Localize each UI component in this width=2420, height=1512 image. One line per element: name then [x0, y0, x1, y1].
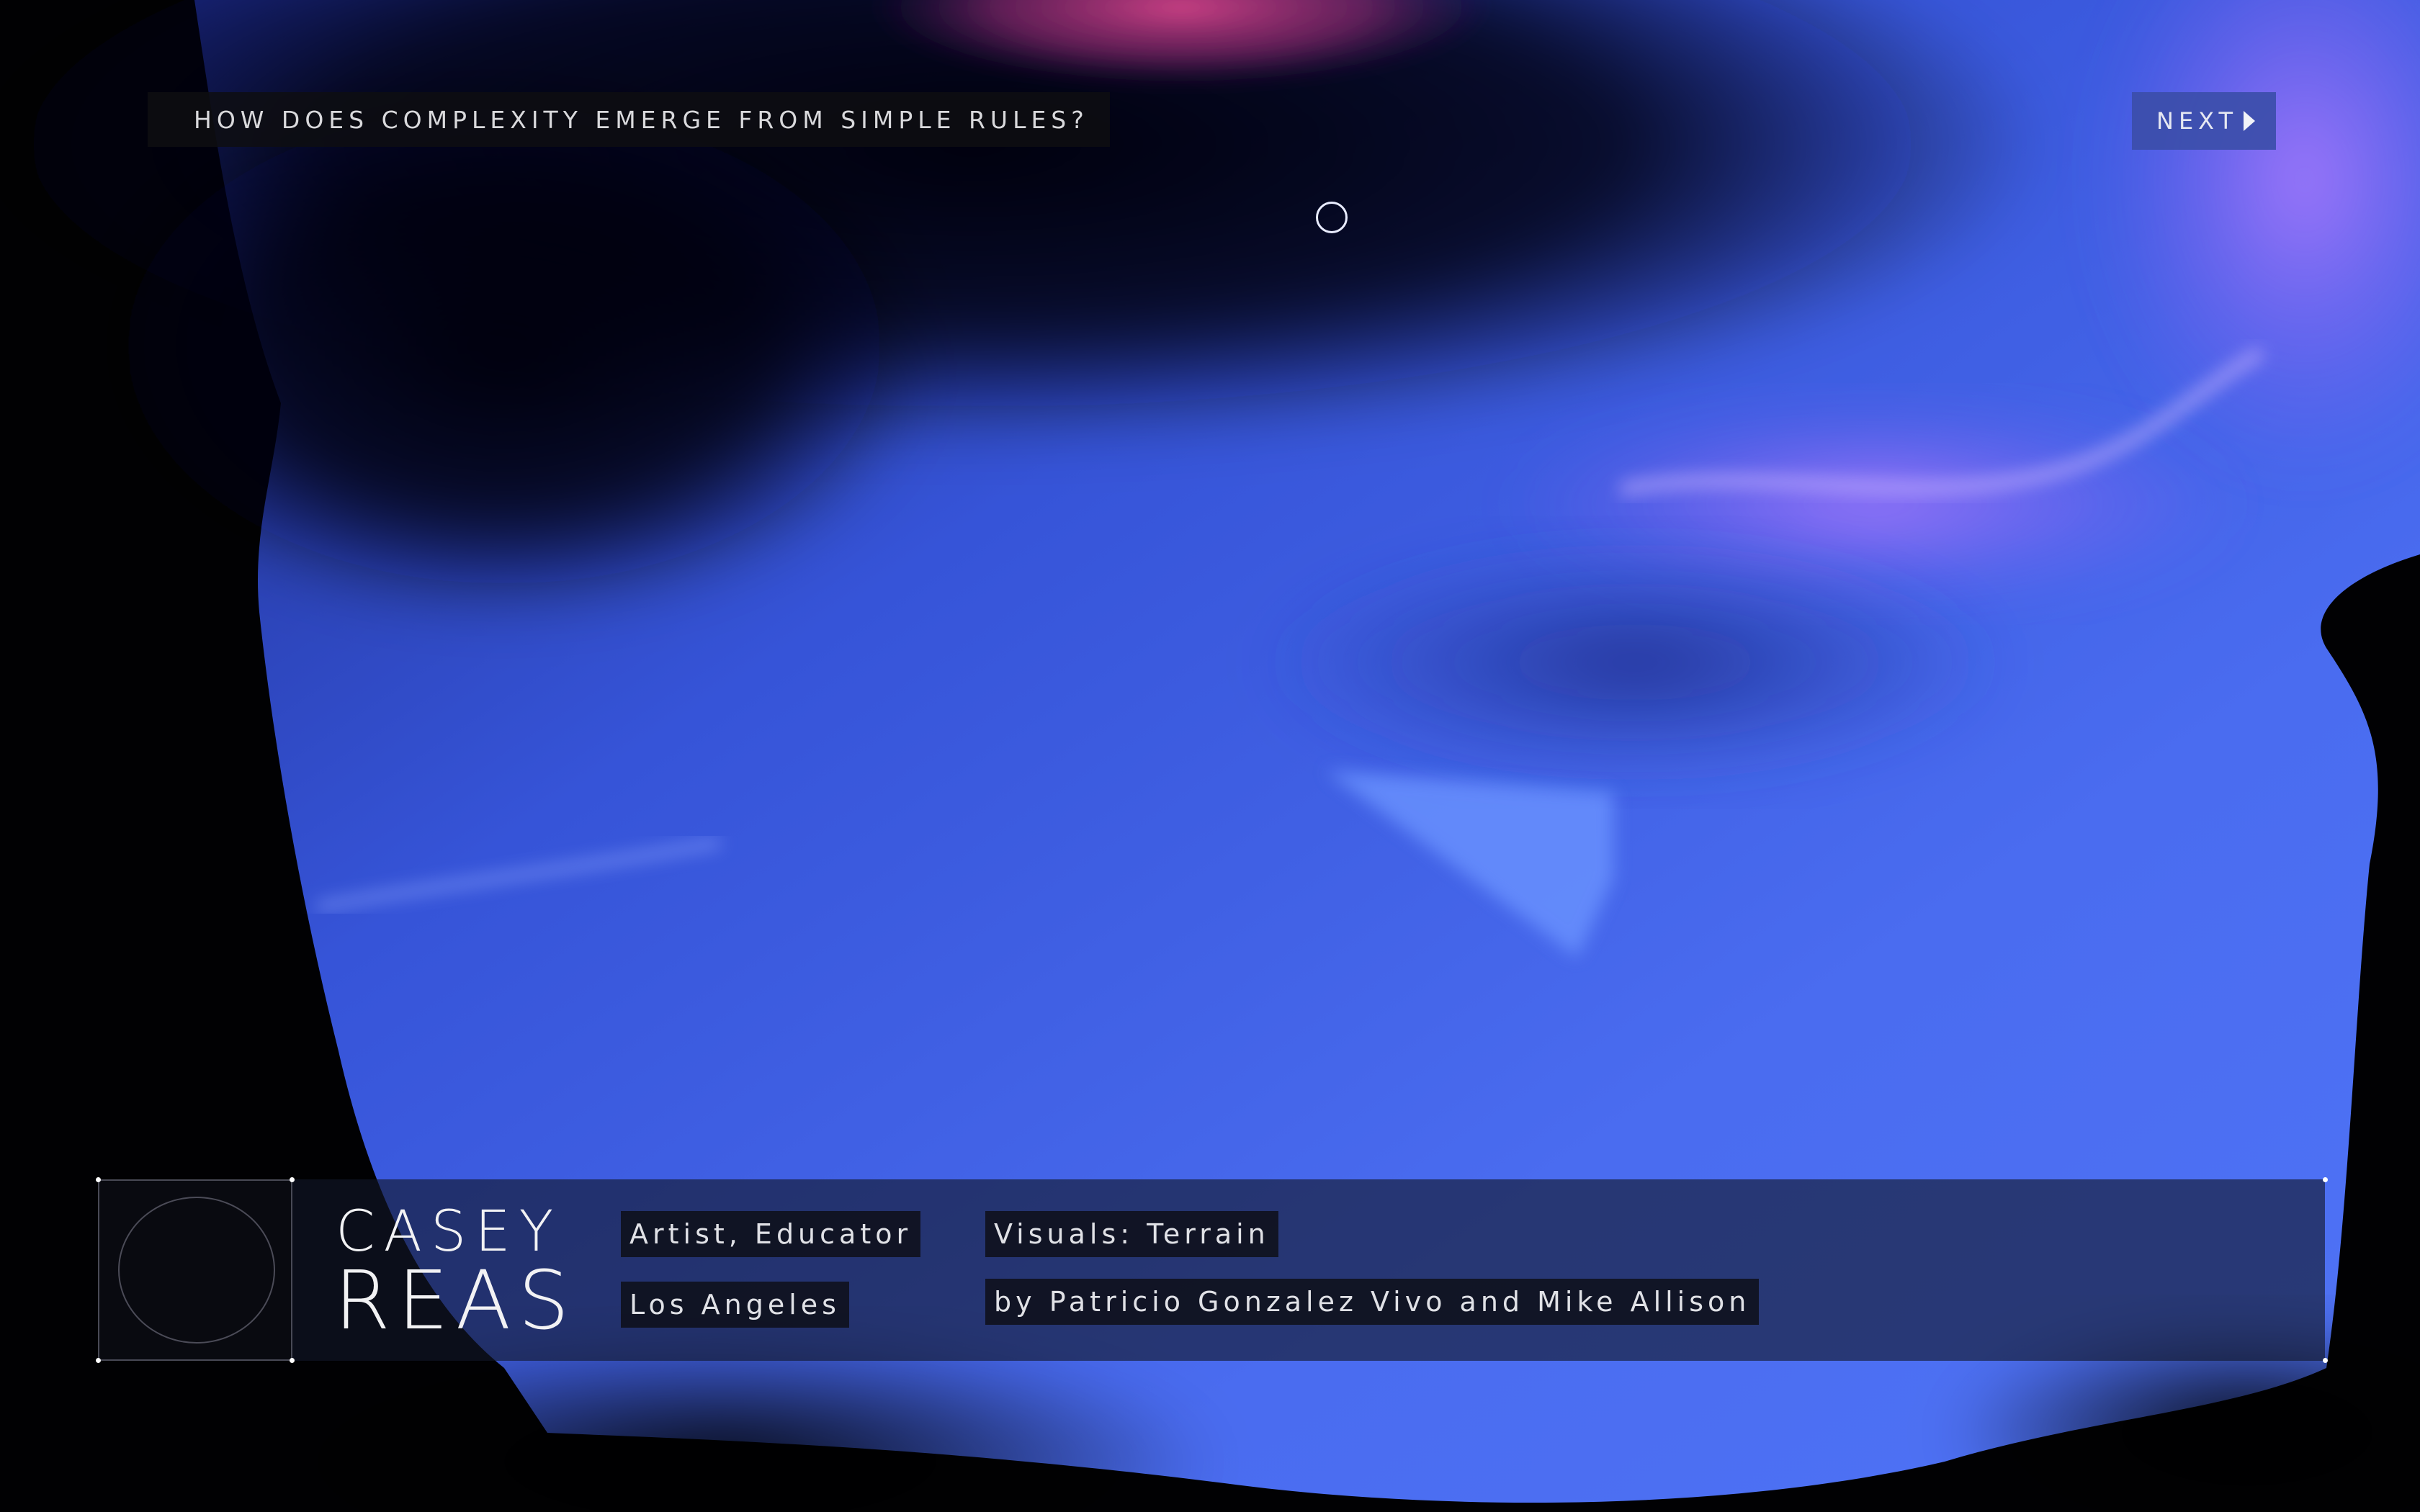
question-text: HOW DOES COMPLEXITY EMERGE FROM SIMPLE R…	[194, 105, 1089, 134]
corner-marker-icon	[2323, 1177, 2328, 1182]
credit-label: by Patricio Gonzalez Vivo and Mike Allis…	[985, 1279, 1760, 1325]
corner-marker-icon	[290, 1177, 295, 1182]
corner-marker-icon	[2323, 1358, 2328, 1363]
info-panel	[98, 1179, 2325, 1361]
first-name: CASEY	[336, 1200, 563, 1264]
circle-cursor-icon	[1316, 202, 1348, 233]
avatar-frame	[98, 1179, 292, 1361]
question-bar: HOW DOES COMPLEXITY EMERGE FROM SIMPLE R…	[148, 92, 1110, 147]
avatar	[118, 1197, 275, 1344]
next-label: NEXT	[2156, 107, 2238, 135]
next-button[interactable]: NEXT	[2132, 92, 2276, 150]
corner-marker-icon	[96, 1177, 101, 1182]
location-label: Los Angeles	[621, 1282, 849, 1328]
visuals-label: Visuals: Terrain	[985, 1211, 1278, 1257]
last-name: REAS	[334, 1254, 577, 1348]
corner-marker-icon	[96, 1358, 101, 1363]
play-arrow-icon	[2244, 111, 2256, 131]
corner-marker-icon	[290, 1358, 295, 1363]
role-label: Artist, Educator	[621, 1211, 921, 1257]
